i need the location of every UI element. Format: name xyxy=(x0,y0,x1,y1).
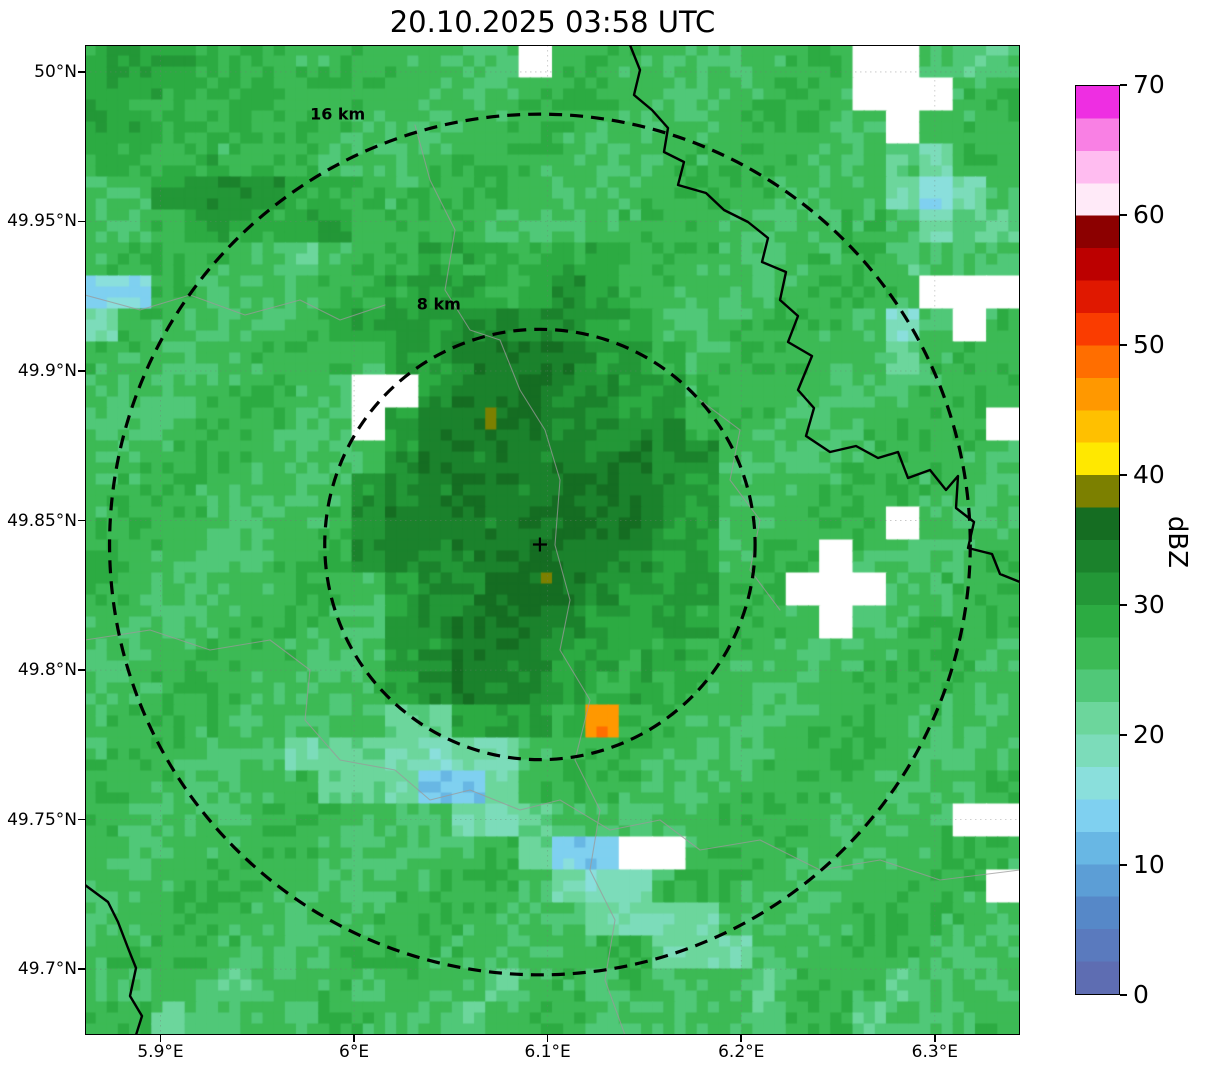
y-axis-tick-label: 49.9°N xyxy=(17,361,77,381)
colorbar-axis-label: dBZ xyxy=(1162,515,1192,569)
x-axis-tick xyxy=(159,1035,162,1042)
y-axis-tick xyxy=(78,71,85,73)
boundary-line xyxy=(414,124,626,1035)
range-ring-label-16km: 16 km xyxy=(310,104,366,124)
x-axis-tick xyxy=(353,1035,355,1042)
radar-center-cross-icon xyxy=(532,537,547,552)
y-axis-tick xyxy=(78,519,85,522)
y-axis-tick-label: 49.75°N xyxy=(7,809,77,830)
y-axis-tick xyxy=(78,968,85,970)
x-axis-tick-label: 6.2°E xyxy=(718,1042,765,1062)
colorbar-tick-label: 0 xyxy=(1133,980,1149,1009)
x-axis-tick xyxy=(546,1035,549,1042)
colorbar-tick xyxy=(1120,344,1127,346)
colorbar-tick xyxy=(1120,864,1127,866)
colorbar-tick-label: 60 xyxy=(1133,200,1165,229)
colorbar-tick xyxy=(1120,214,1127,216)
colorbar-tick-label: 40 xyxy=(1133,460,1165,489)
grid-lines xyxy=(85,45,1020,1035)
y-axis-tick xyxy=(78,818,85,821)
y-axis-tick xyxy=(78,220,85,223)
colorbar-tick xyxy=(1120,734,1127,736)
range-rings xyxy=(107,112,972,977)
colorbar-tick xyxy=(1120,604,1127,606)
radar-reflectivity-field xyxy=(85,45,1020,1035)
range-ring-16km xyxy=(107,112,972,977)
y-axis-tick-label: 50°N xyxy=(34,61,77,82)
map-overlay xyxy=(85,45,1020,1035)
y-axis-tick-label: 49.8°N xyxy=(17,660,77,681)
y-axis-tick-label: 49.7°N xyxy=(17,959,77,980)
y-axis-tick xyxy=(78,669,85,671)
admin-boundary-lines xyxy=(85,124,1020,1035)
colorbar-tick-label: 30 xyxy=(1133,590,1165,619)
x-axis-tick-label: 6.3°E xyxy=(911,1042,958,1062)
colorbar-tick xyxy=(1120,84,1127,86)
y-axis-tick-label: 49.95°N xyxy=(7,211,77,232)
colorbar xyxy=(1075,85,1120,995)
range-ring-label-8km: 8 km xyxy=(416,294,461,314)
colorbar-tick-label: 50 xyxy=(1133,330,1165,359)
colorbar-tick-label: 70 xyxy=(1133,70,1165,99)
colorbar-tick-label: 10 xyxy=(1133,850,1165,879)
boundary-line xyxy=(699,399,781,611)
x-axis-tick-label: 5.9°E xyxy=(137,1042,184,1062)
x-axis-tick-label: 6°E xyxy=(339,1042,370,1062)
colorbar-tick xyxy=(1120,994,1127,996)
border-river-lines xyxy=(85,45,1020,1035)
figure-title: 20.10.2025 03:58 UTC xyxy=(389,5,716,39)
colorbar-tick xyxy=(1120,474,1127,476)
range-ring-8km xyxy=(323,327,757,762)
x-axis-tick xyxy=(934,1035,936,1042)
radar-center-marker xyxy=(532,537,547,552)
y-axis-tick-label: 49.85°N xyxy=(7,510,77,531)
x-axis-tick-label: 6.1°E xyxy=(524,1042,571,1062)
x-axis-tick xyxy=(740,1035,742,1042)
river-border-line xyxy=(628,45,1020,584)
y-axis-tick xyxy=(78,370,85,372)
border-line-southwest xyxy=(85,883,144,1035)
boundary-line xyxy=(85,629,1020,881)
colorbar-tick-label: 20 xyxy=(1133,720,1165,749)
boundary-line xyxy=(85,294,386,321)
